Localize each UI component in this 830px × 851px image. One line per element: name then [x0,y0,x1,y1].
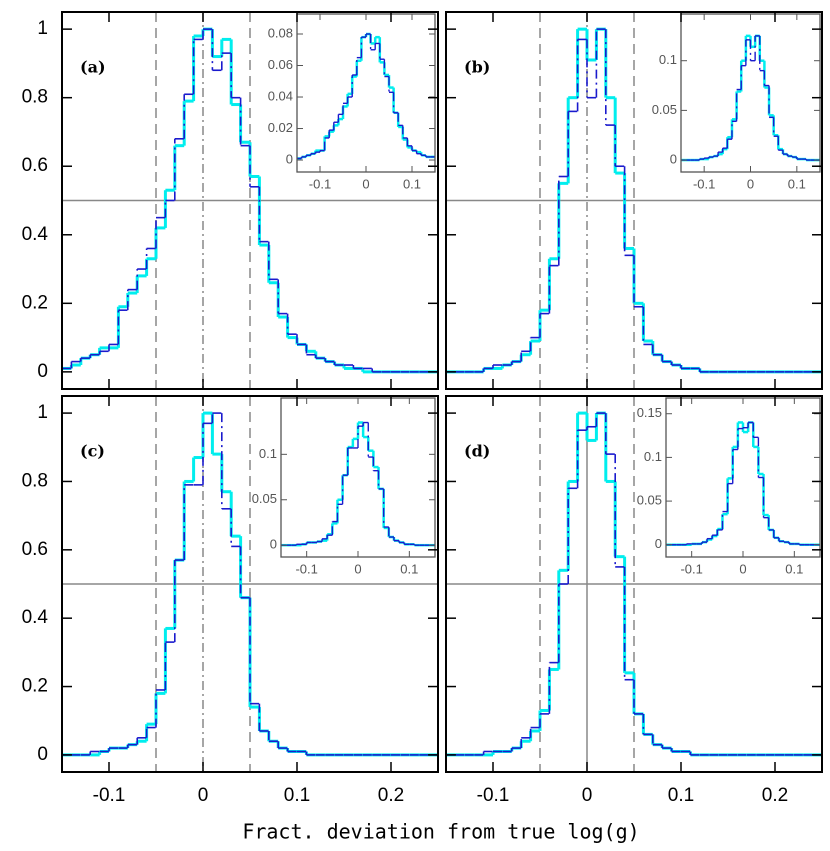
panel-label: (b) [464,58,490,77]
inset-y-tick-label: 0.05 [252,491,277,506]
y-tick-label: 0.2 [22,292,48,313]
x-axis-label: Fract. deviation from true log(g) [242,820,639,844]
inset-frame [280,397,436,558]
inset-y-tick-label: 0.15 [637,405,662,420]
inset-x-tick-label: 0.1 [788,176,806,191]
y-tick-label: 0.2 [22,676,48,697]
inset-y-tick-label: 0.02 [268,120,293,135]
panel-label: (a) [80,58,106,77]
inset-x-tick-label: 0 [739,561,746,576]
inset-x-tick-label: -0.1 [309,176,331,191]
x-tick-label: 0 [582,785,593,806]
y-tick-label: 0.8 [22,87,48,108]
x-tick-label: 0.1 [284,785,310,806]
x-tick-label: 0 [198,785,209,806]
inset-y-tick-label: 0.1 [644,449,662,464]
x-tick-label: 0.1 [668,785,694,806]
inset-x-tick-label: 0 [354,561,361,576]
inset-y-tick-label: 0.06 [268,57,293,72]
panel-frame [61,395,439,773]
y-tick-label: 0.4 [22,224,49,245]
inset-x-tick-label: -0.1 [295,561,317,576]
y-tick-label: 0.6 [22,539,48,560]
y-tick-label: 0 [37,744,48,765]
inset-x-tick-label: -0.1 [693,176,715,191]
panel-label: (c) [80,442,105,461]
panel-label: (d) [464,442,490,461]
inset-frame [296,13,436,173]
inset-y-tick-label: 0 [670,152,677,167]
inset-x-tick-label: 0.1 [785,561,803,576]
inset-y-tick-label: 0.1 [259,446,277,461]
inset-y-tick-label: 0.05 [637,493,662,508]
inset-y-tick-label: 0.04 [268,88,293,103]
inset-y-tick-label: 0.08 [268,25,293,40]
inset-x-tick-label: -0.1 [680,561,702,576]
y-tick-label: 0.8 [22,470,48,491]
inset-y-tick-label: 0 [270,537,277,552]
x-tick-label: 0.2 [762,785,788,806]
inset-frame [680,13,821,173]
y-tick-label: 0.4 [22,607,49,628]
y-tick-label: 1 [37,18,48,39]
panel-frame [445,11,823,390]
y-tick-label: 0 [37,361,48,382]
panel-frame [61,11,439,390]
inset-y-tick-label: 0 [286,151,293,166]
x-tick-label: -0.1 [93,785,126,806]
panel-frame [445,395,823,773]
y-tick-label: 1 [37,402,48,423]
inset-x-tick-label: 0.1 [403,176,421,191]
inset-y-tick-label: 0.1 [659,52,677,67]
x-tick-label: 0.2 [378,785,404,806]
inset-x-tick-label: 0 [747,176,754,191]
x-tick-label: -0.1 [477,785,510,806]
inset-x-tick-label: 0.1 [400,561,418,576]
y-tick-label: 0.6 [22,155,48,176]
inset-frame [665,397,821,558]
inset-y-tick-label: 0 [655,536,662,551]
inset-x-tick-label: 0 [362,176,369,191]
inset-y-tick-label: 0.05 [652,102,677,117]
